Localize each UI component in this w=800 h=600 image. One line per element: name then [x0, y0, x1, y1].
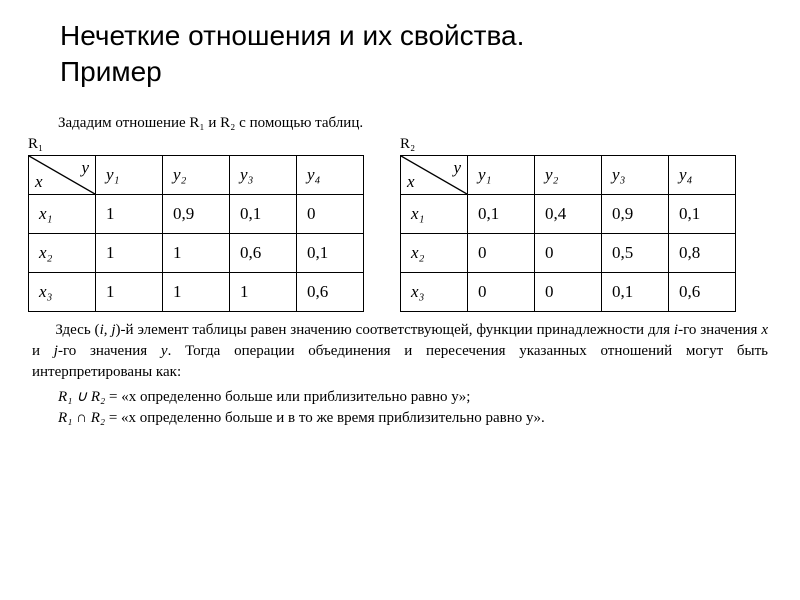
row-header: x₃ — [401, 272, 468, 311]
table-row: x₃ 0 0 0,1 0,6 — [401, 272, 736, 311]
cell: 0,6 — [297, 272, 364, 311]
cell: 1 — [163, 272, 230, 311]
relation-union-line: R₁ ∪ R₂ = «x определенно больше или приб… — [58, 387, 772, 406]
title-line-2: Пример — [60, 54, 740, 90]
explanation-text: Здесь (i, j)-й элемент таблицы равен зна… — [32, 320, 768, 383]
page-title: Нечеткие отношения и их свойства. Пример — [0, 0, 800, 99]
relation-intersect-symbol: R₁ ∩ R₂ — [58, 410, 105, 426]
table-row: y x y₁ y₂ y₃ y₄ — [29, 155, 364, 194]
content-area: Зададим отношение R₁ и R₂ с помощью табл… — [0, 99, 800, 427]
row-header: x₂ — [29, 233, 96, 272]
table-r2-wrap: R₂ y x y₁ y₂ y₃ y₄ x₁ 0,1 0,4 — [400, 136, 736, 312]
cell: 0,1 — [230, 194, 297, 233]
tables-row: R₁ y x y₁ y₂ y₃ y₄ x₁ 1 0,9 — [28, 136, 772, 312]
table-r1-wrap: R₁ y x y₁ y₂ y₃ y₄ x₁ 1 0,9 — [28, 136, 364, 312]
intro-text: Зададим отношение R₁ и R₂ с помощью табл… — [58, 115, 772, 132]
row-header: x₁ — [29, 194, 96, 233]
col-header: y₂ — [535, 155, 602, 194]
row-header: x₂ — [401, 233, 468, 272]
col-header: y₁ — [96, 155, 163, 194]
cell: 0,8 — [669, 233, 736, 272]
table-r1: y x y₁ y₂ y₃ y₄ x₁ 1 0,9 0,1 0 x₂ — [28, 155, 364, 312]
col-header: y₄ — [669, 155, 736, 194]
cell: 0 — [468, 272, 535, 311]
table-row: y x y₁ y₂ y₃ y₄ — [401, 155, 736, 194]
cell: 1 — [96, 233, 163, 272]
cell: 0,6 — [230, 233, 297, 272]
corner-x: x — [35, 172, 43, 192]
cell: 0,1 — [468, 194, 535, 233]
corner-cell: y x — [401, 155, 468, 194]
cell: 0,4 — [535, 194, 602, 233]
cell: 1 — [96, 194, 163, 233]
cell: 0,1 — [602, 272, 669, 311]
relation-intersect-line: R₁ ∩ R₂ = «x определенно больше и в то ж… — [58, 410, 772, 427]
cell: 0 — [297, 194, 364, 233]
cell: 0 — [468, 233, 535, 272]
cell: 0 — [535, 233, 602, 272]
cell: 1 — [163, 233, 230, 272]
col-header: y₁ — [468, 155, 535, 194]
row-header: x₁ — [401, 194, 468, 233]
corner-cell: y x — [29, 155, 96, 194]
cell: 1 — [96, 272, 163, 311]
row-header: x₃ — [29, 272, 96, 311]
table-row: x₁ 0,1 0,4 0,9 0,1 — [401, 194, 736, 233]
cell: 0,1 — [669, 194, 736, 233]
table-row: x₂ 0 0 0,5 0,8 — [401, 233, 736, 272]
relation-intersect-text: = «x определенно больше и в то же время … — [105, 410, 545, 426]
col-header: y₄ — [297, 155, 364, 194]
table-r2-label: R₂ — [400, 136, 736, 153]
cell: 0,9 — [602, 194, 669, 233]
cell: 0,6 — [669, 272, 736, 311]
table-row: x₂ 1 1 0,6 0,1 — [29, 233, 364, 272]
relation-union-text: = «x определенно больше или приблизитель… — [105, 389, 470, 405]
table-r1-label: R₁ — [28, 136, 364, 153]
corner-y: y — [81, 158, 89, 178]
col-header: y₃ — [602, 155, 669, 194]
cell: 1 — [230, 272, 297, 311]
table-row: x₃ 1 1 1 0,6 — [29, 272, 364, 311]
corner-y: y — [453, 158, 461, 178]
corner-x: x — [407, 172, 415, 192]
cell: 0,5 — [602, 233, 669, 272]
table-row: x₁ 1 0,9 0,1 0 — [29, 194, 364, 233]
relation-union-symbol: R₁ ∪ R₂ — [58, 389, 105, 405]
cell: 0 — [535, 272, 602, 311]
col-header: y₂ — [163, 155, 230, 194]
cell: 0,1 — [297, 233, 364, 272]
cell: 0,9 — [163, 194, 230, 233]
title-line-1: Нечеткие отношения и их свойства. — [60, 18, 740, 54]
col-header: y₃ — [230, 155, 297, 194]
table-r2: y x y₁ y₂ y₃ y₄ x₁ 0,1 0,4 0,9 0,1 x₂ — [400, 155, 736, 312]
